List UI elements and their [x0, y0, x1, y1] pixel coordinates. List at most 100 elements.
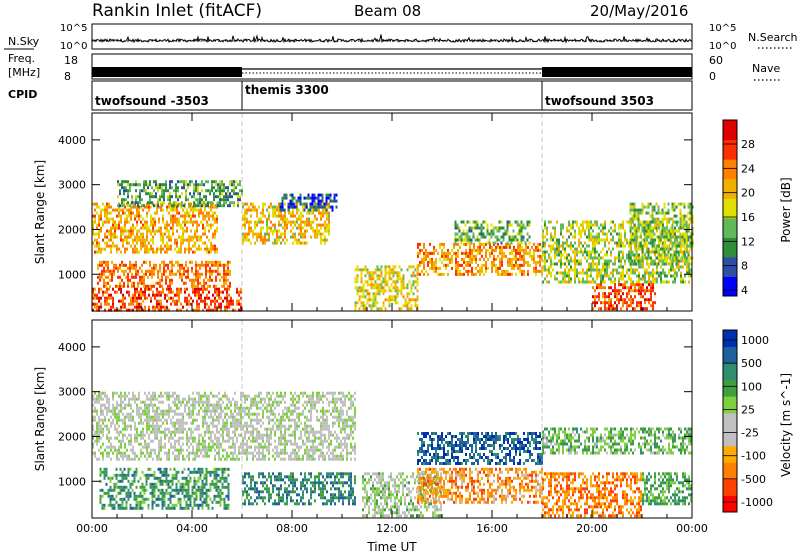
echo-cell	[654, 223, 656, 227]
echo-cell	[297, 196, 300, 200]
echo-cell	[314, 229, 316, 233]
echo-cell	[149, 260, 151, 264]
echo-cell	[228, 302, 230, 306]
echo-cell	[326, 211, 328, 215]
echo-cell	[164, 451, 166, 455]
echo-cell	[128, 208, 130, 212]
echo-cell	[386, 280, 389, 284]
echo-cell	[258, 220, 260, 224]
echo-cell	[574, 235, 576, 239]
echo-cell	[174, 247, 176, 251]
echo-cell	[631, 202, 634, 206]
echo-cell	[242, 232, 244, 236]
echo-cell	[155, 266, 157, 270]
echo-cell	[156, 424, 158, 428]
echo-cell	[647, 262, 650, 266]
echo-cell	[200, 293, 202, 297]
echo-cell	[622, 271, 624, 275]
echo-cell	[465, 263, 467, 267]
echo-cell	[100, 250, 102, 254]
echo-cell	[179, 272, 181, 276]
echo-cell	[238, 299, 240, 303]
echo-cell	[445, 263, 447, 267]
echo-cell	[568, 244, 570, 248]
echo-cell	[217, 201, 219, 205]
echo-cell	[170, 247, 172, 251]
echo-cell	[392, 265, 395, 269]
echo-cell	[266, 232, 268, 236]
echo-cell	[182, 305, 184, 309]
echo-cell	[635, 262, 638, 266]
echo-cell	[148, 208, 150, 212]
echo-cell	[278, 208, 280, 212]
echo-cell	[523, 251, 525, 255]
echo-cell	[206, 308, 208, 312]
echo-cell	[151, 195, 153, 199]
echo-cell	[138, 217, 140, 221]
echo-cell	[417, 245, 419, 249]
echo-cell	[160, 394, 162, 398]
echo-cell	[134, 287, 136, 291]
echo-cell	[423, 266, 425, 270]
echo-cell	[462, 229, 465, 233]
echo-cell	[416, 283, 419, 287]
echo-cell	[644, 271, 646, 275]
echo-cell	[223, 284, 225, 288]
echo-cell	[124, 302, 126, 306]
echo-cell	[159, 269, 161, 273]
echo-cell	[158, 220, 160, 224]
echo-cell	[416, 304, 419, 308]
echo-cell	[388, 298, 391, 302]
echo-cell	[160, 412, 162, 416]
echo-cell	[136, 409, 138, 413]
echo-cell	[131, 275, 133, 279]
echo-cell	[475, 266, 477, 270]
echo-cell	[592, 280, 594, 284]
echo-cell	[469, 257, 471, 261]
echo-cell	[202, 287, 204, 291]
echo-cell	[158, 299, 160, 303]
echo-cell	[150, 451, 152, 455]
echo-cell	[554, 226, 556, 230]
echo-cell	[649, 202, 652, 206]
echo-cell	[217, 183, 219, 187]
echo-cell	[648, 289, 650, 293]
echo-cell	[501, 251, 503, 255]
echo-cell	[191, 281, 193, 285]
echo-cell	[384, 274, 387, 278]
echo-cell	[203, 183, 205, 187]
echo-cell	[578, 226, 580, 230]
echo-cell	[92, 397, 94, 401]
echo-cell	[624, 283, 626, 287]
echo-cell	[646, 268, 648, 272]
echo-cell	[248, 220, 250, 224]
echo-cell	[665, 244, 668, 248]
echo-cell	[380, 265, 383, 269]
echo-cell	[518, 229, 521, 233]
echo-cell	[667, 211, 670, 215]
echo-cell	[184, 214, 186, 218]
echo-cell	[672, 280, 674, 284]
echo-cell	[602, 286, 604, 290]
echo-cell	[650, 274, 652, 278]
echo-cell	[570, 232, 572, 236]
echo-cell	[608, 265, 610, 269]
echo-cell	[289, 193, 292, 197]
echo-cell	[511, 248, 513, 252]
echo-cell	[147, 275, 149, 279]
echo-cell	[638, 241, 640, 245]
echo-cell	[110, 436, 112, 440]
echo-cell	[122, 226, 124, 230]
echo-cell	[164, 250, 166, 254]
echo-cell	[655, 226, 658, 230]
echo-cell	[302, 208, 304, 212]
echo-cell	[130, 412, 132, 416]
echo-cell	[598, 271, 600, 275]
echo-cell	[610, 304, 612, 308]
echo-cell	[503, 254, 505, 258]
echo-cell	[92, 442, 94, 446]
echo-cell	[516, 220, 519, 224]
echo-cell	[314, 217, 316, 221]
echo-cell	[173, 201, 175, 205]
echo-cell	[118, 208, 120, 212]
